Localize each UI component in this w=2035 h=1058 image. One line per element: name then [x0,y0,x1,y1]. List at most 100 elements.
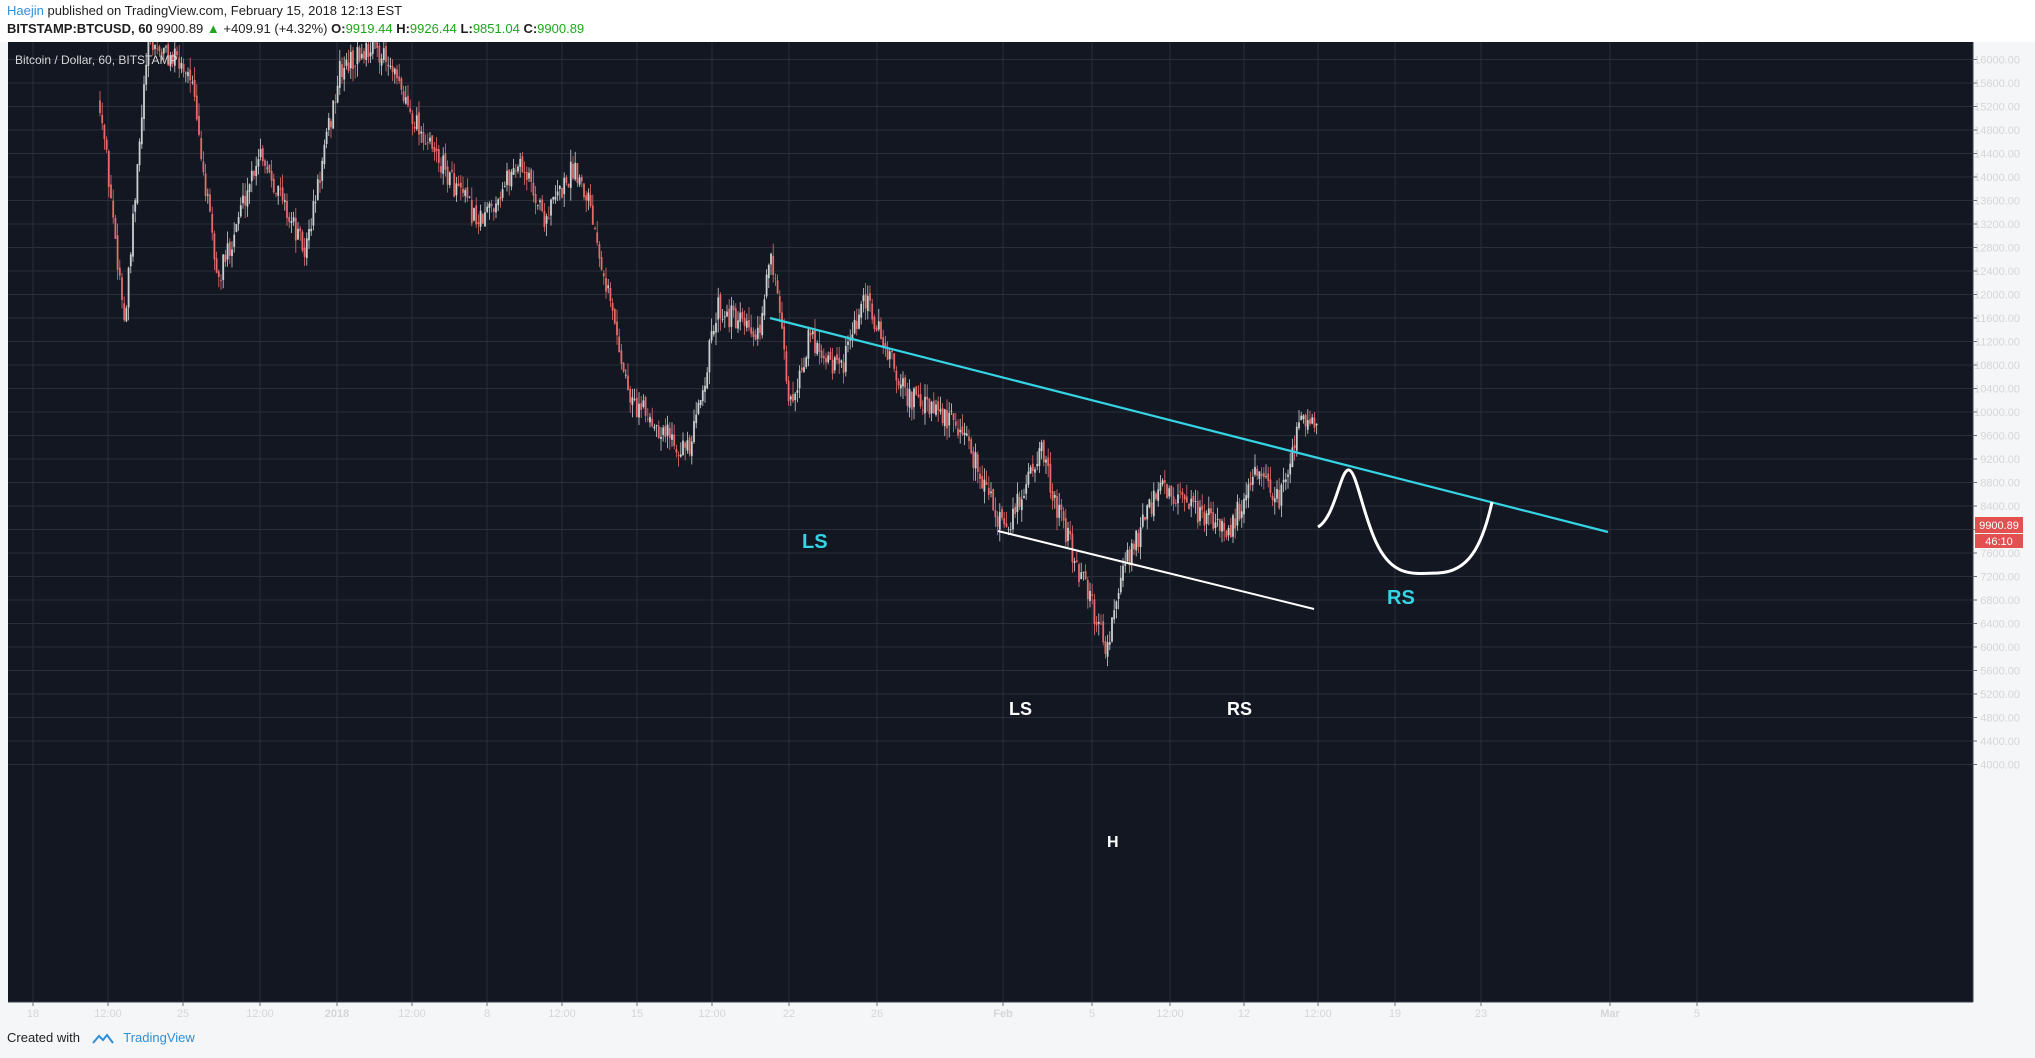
candle-body [264,160,266,166]
y-tick-label: 14800.00 [1974,125,2020,137]
candle-body [1218,519,1221,531]
x-tick-label: Feb [993,1008,1013,1020]
author-link[interactable]: Haejin [7,3,44,18]
time-axis[interactable]: 18 12:00 25 12:00 2018 12:00 8 12:00 15 12:00 22 26… [27,1002,1700,1020]
candle-body [748,320,750,328]
candle-body [741,311,744,319]
candle-body [759,324,761,333]
candle-body [723,316,726,318]
candle-body [468,196,471,198]
candle-body [151,42,154,50]
x-tick-label: 5 [1089,1008,1095,1020]
y-tick-label: 10400.00 [1974,384,2020,396]
x-tick-label: 19 [1389,1008,1401,1020]
candle-body [765,274,768,297]
candle-body [552,197,555,200]
projected-right-shoulder-path[interactable] [1317,468,1494,576]
candle-body [1179,491,1182,492]
candle-body [561,187,563,198]
candle-body [961,426,964,435]
candle-body [820,350,823,358]
candle-body [908,389,911,408]
candle-body [708,340,711,373]
high-value: 9926.44 [409,21,457,36]
candle-body [290,221,293,224]
candle-body [180,63,183,69]
candle-body [1221,520,1223,532]
candle-body [198,115,200,135]
candle-body [998,512,1001,530]
candle-body [948,412,951,426]
descending-resistance-trendline[interactable] [769,316,1609,534]
y-tick-label: 4400.00 [1980,736,2020,748]
chart-title: Bitcoin / Dollar, 60, BITSTAMP [15,53,178,67]
publish-line: Haejin published on TradingView.com, Feb… [7,3,402,18]
candle-body [1060,504,1063,510]
candle-body [1262,472,1265,478]
candlestick-series [99,42,1318,667]
candle-body [477,222,480,224]
candle-body [125,307,128,322]
candle-body [211,213,214,233]
candle-body [739,312,742,322]
candle-body [620,350,623,364]
candle-body [248,184,251,192]
candle-body [140,117,143,145]
candle-body [206,194,209,196]
y-tick-label: 6400.00 [1980,619,2020,631]
candle-body [270,170,273,181]
candle-body [222,254,225,280]
candle-body [855,320,858,330]
y-tick-label: 9200.00 [1980,454,2020,466]
candle-body [413,126,416,129]
candle-body [891,350,893,353]
candle-body [455,183,458,196]
candle-body [440,166,442,173]
candle-body [596,232,599,243]
candle-body [193,79,196,97]
candle-body [1082,571,1085,573]
candle-body [376,42,379,48]
x-tick-label: 12:00 [1304,1008,1332,1020]
candle-body [1199,507,1201,521]
candle-body [756,327,759,339]
x-tick-label: 12:00 [698,1008,726,1020]
price-axis[interactable]: 16000.00 15600.00 15200.00 14800.00 14400.00… [1973,55,2020,772]
tradingview-link[interactable]: TradingView [123,1030,195,1045]
candle-body [578,177,581,185]
candle-body [404,97,407,104]
candle-body [495,203,497,213]
candle-body [176,51,178,56]
candle-body [1214,522,1217,529]
x-tick-label: 12:00 [398,1008,426,1020]
symbol-info-line: BITSTAMP:BTCUSD, 60 9900.89 ▲ +409.91 (+… [7,21,584,36]
candle-body [987,488,990,495]
candle-body [1207,508,1210,516]
candle-body [983,479,986,492]
candle-body [1001,509,1003,518]
candle-body [1049,463,1052,493]
publish-header: Haejin published on TradingView.com, Feb… [0,0,2035,42]
candle-body [420,131,423,134]
candle-body [734,308,737,329]
candle-body [627,375,629,391]
candle-body [1205,513,1208,524]
candle-body [1172,496,1175,504]
neckline-trendline[interactable] [997,530,1315,610]
candle-body [1144,517,1146,520]
candle-body [1293,445,1296,448]
candle-body [1014,506,1017,515]
candle-body [437,149,440,163]
candle-body [1185,496,1188,503]
symbol-name: BITSTAMP:BTCUSD, 60 [7,21,153,36]
candle-body [1227,528,1230,536]
candle-body [721,319,724,321]
candle-body [217,271,220,277]
candle-body [902,378,904,387]
candle-body [862,295,865,302]
candle-body [116,235,119,270]
candle-body [389,65,392,67]
chart-area[interactable]: LS RS LS RS H Bitcoin / Dollar, 60, BITS… [0,42,2035,1022]
candle-body [939,409,942,412]
candle-body [431,135,434,149]
